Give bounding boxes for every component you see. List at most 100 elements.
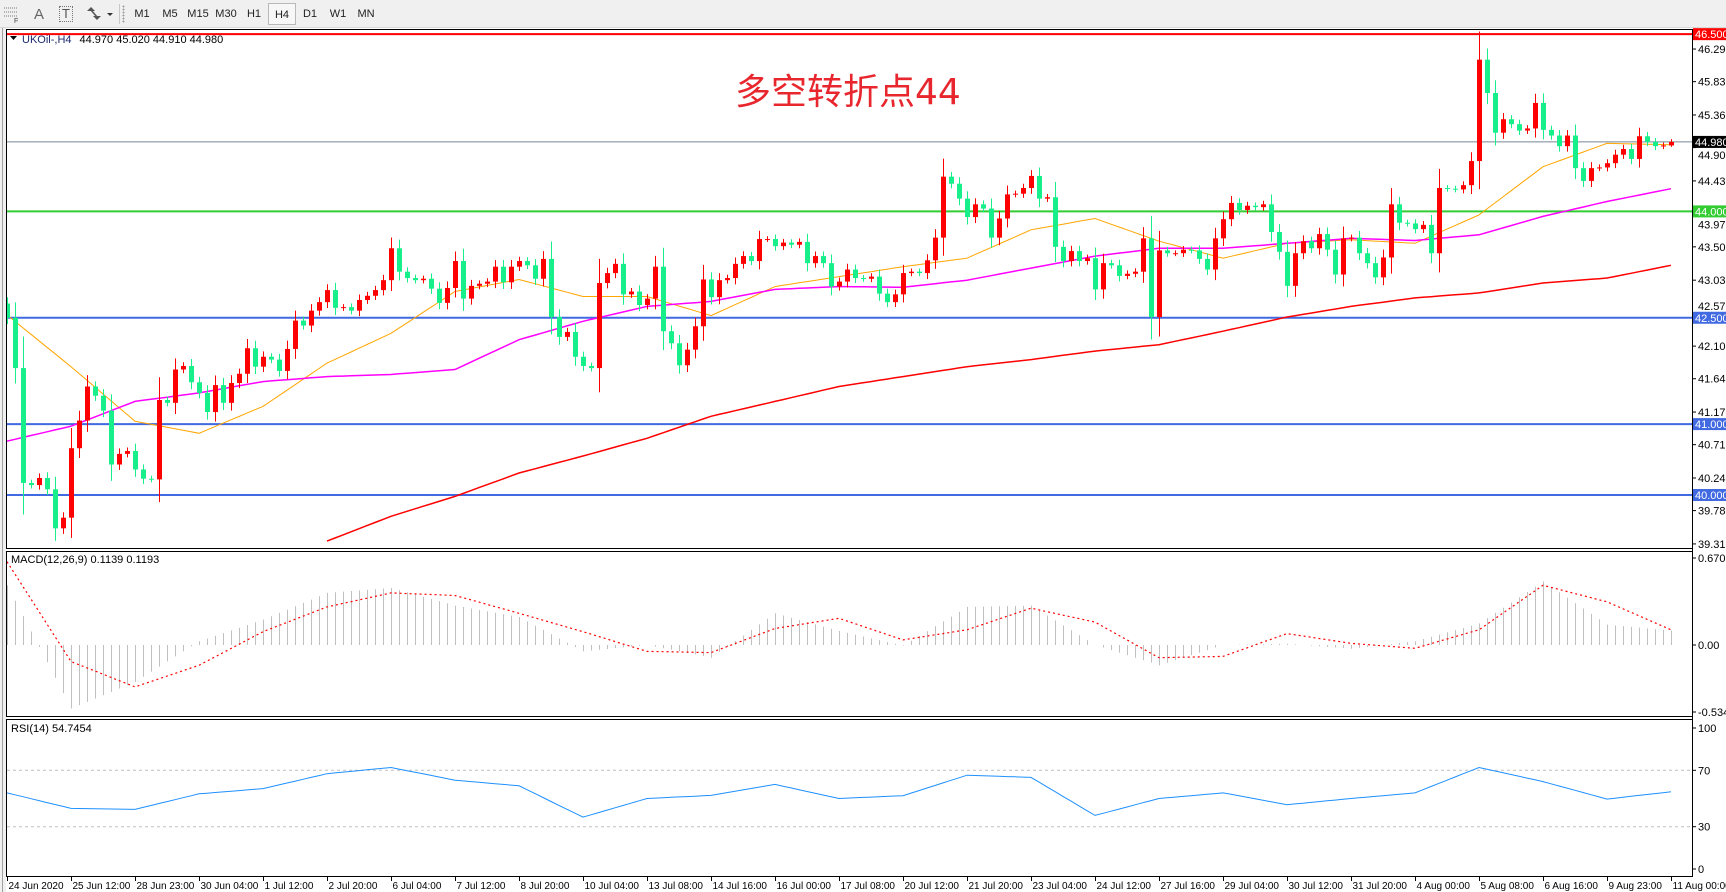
candle-body — [1029, 175, 1034, 189]
macd-tick-label: 0.6705 — [1698, 553, 1726, 565]
macd-label: MACD(12,26,9) 0.1139 0.1193 — [11, 554, 159, 566]
arrows-tool-button[interactable] — [84, 3, 116, 25]
candle-body — [1509, 119, 1514, 125]
timeframe-w1-button[interactable]: W1 — [329, 8, 347, 20]
candle — [237, 368, 242, 389]
candle-body — [525, 261, 530, 266]
candle — [1213, 227, 1218, 281]
candle-body — [469, 285, 474, 299]
candle-body — [493, 266, 498, 282]
candle — [917, 268, 922, 277]
timeframe-m1-button[interactable]: M1 — [134, 8, 150, 20]
candle — [1021, 183, 1026, 198]
candle-body — [1613, 154, 1618, 164]
candle — [1141, 227, 1146, 283]
candle — [1437, 168, 1442, 273]
candle — [421, 275, 426, 284]
candle-body — [621, 263, 626, 295]
candle-body — [581, 356, 586, 366]
level-label-box — [1693, 311, 1726, 324]
price-tick-label: 45.360 — [1698, 110, 1726, 122]
candle — [1485, 48, 1490, 105]
candle — [1325, 227, 1330, 257]
candle — [1621, 144, 1626, 159]
candle-body — [1245, 205, 1250, 210]
candle — [485, 278, 490, 288]
candle — [589, 362, 594, 372]
candle — [1613, 149, 1618, 169]
candle-body — [1101, 263, 1106, 290]
candle-body — [1469, 161, 1474, 186]
price-tick-label: 40.240 — [1698, 473, 1726, 485]
candle — [1629, 143, 1634, 165]
horizontal-levels — [7, 33, 1692, 496]
time-tick-label: 4 Aug 00:00 — [1417, 881, 1471, 892]
candle-body — [1669, 141, 1674, 146]
timeframe-h1-button[interactable]: H1 — [246, 8, 262, 20]
candle — [733, 257, 738, 285]
candle-body — [645, 298, 650, 305]
candle-body — [677, 343, 682, 366]
candle — [749, 251, 754, 266]
candle-body — [173, 369, 178, 403]
candle-body — [653, 266, 658, 299]
text-label-tool-button[interactable]: T — [58, 3, 74, 25]
candle — [765, 236, 770, 242]
toolbar: F A T M1 M5 M15 M30 H1 H4 D1 W1 MN — [0, 0, 1726, 28]
timeframe-mn-button[interactable]: MN — [357, 8, 375, 20]
candle — [1605, 159, 1610, 172]
macd-axis: 0.6705 0.00 -0.5342 — [1692, 553, 1726, 719]
candle-body — [917, 271, 922, 274]
candle-body — [1077, 251, 1082, 262]
level-label-box — [1693, 489, 1726, 501]
time-tick-label: 6 Aug 16:00 — [1545, 881, 1599, 892]
timeframe-h4-button[interactable]: H4 — [268, 3, 296, 25]
candle — [133, 443, 138, 477]
candle-body — [1213, 238, 1218, 270]
price-tick-label: 43.500 — [1698, 242, 1726, 254]
candle — [77, 410, 82, 458]
candle — [309, 304, 314, 333]
candle-body — [397, 248, 402, 272]
candle-body — [349, 307, 354, 311]
fibonacci-tool-button[interactable]: F — [3, 3, 21, 25]
candle — [1541, 93, 1546, 140]
candle-body — [869, 276, 874, 279]
candle — [1453, 185, 1458, 193]
candle — [573, 322, 578, 366]
toolbar-grip[interactable] — [122, 5, 125, 23]
price-tick-label: 40.710 — [1698, 440, 1726, 452]
macd-panel-frame — [6, 551, 1693, 717]
candle-body — [573, 331, 578, 357]
candle — [1189, 246, 1194, 254]
candle — [1397, 196, 1402, 231]
candle — [565, 327, 570, 341]
candle — [149, 475, 154, 483]
candle-body — [485, 281, 490, 284]
candle — [1373, 256, 1378, 284]
candle — [597, 258, 602, 393]
chart-menu-triangle-icon[interactable] — [10, 36, 17, 40]
candle-body — [557, 317, 562, 337]
timeframe-d1-button[interactable]: D1 — [302, 8, 318, 20]
candle — [1533, 93, 1538, 138]
timeframe-m30-button[interactable]: M30 — [215, 8, 237, 20]
timeframe-m5-button[interactable]: M5 — [162, 8, 178, 20]
candle — [197, 376, 202, 399]
candle-body — [1397, 204, 1402, 223]
candle — [845, 263, 850, 288]
candle-body — [765, 239, 770, 241]
timeframe-m15-button[interactable]: M15 — [187, 8, 209, 20]
candle-body — [509, 266, 514, 283]
candle-body — [1485, 59, 1490, 93]
candle-body — [197, 382, 202, 393]
candle — [629, 287, 634, 298]
candle-body — [1349, 237, 1354, 239]
candle — [1149, 215, 1154, 340]
text-tool-button[interactable]: A — [31, 3, 47, 25]
candle — [941, 158, 946, 256]
candle-body — [381, 280, 386, 291]
candle-body — [277, 359, 282, 371]
time-tick-label: 29 Jul 04:00 — [1225, 881, 1280, 892]
